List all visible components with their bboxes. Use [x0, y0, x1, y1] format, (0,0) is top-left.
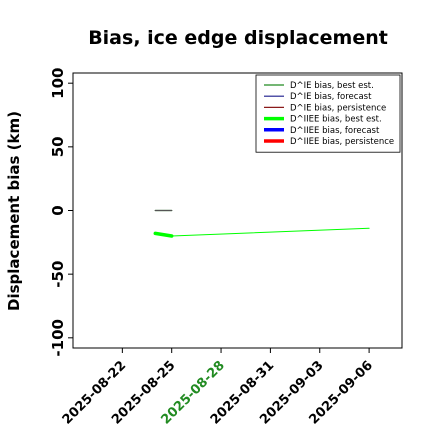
- y-tick-label: 50: [49, 136, 67, 157]
- legend-entry: D^IE bias, forecast: [290, 92, 372, 102]
- series-line: [171, 227, 370, 237]
- legend-entry: D^IIEE bias, forecast: [290, 126, 380, 136]
- legend-entry: D^IE bias, persistence: [290, 103, 386, 113]
- legend-entry: D^IE bias, best est.: [290, 81, 374, 91]
- legend-entry: D^IIEE bias, best est.: [290, 115, 382, 125]
- y-tick-label: 0: [49, 205, 67, 215]
- chart-title: Bias, ice edge displacement: [88, 27, 388, 49]
- y-axis-label: Displacement bias (km): [5, 111, 23, 311]
- legend: D^IE bias, best est.D^IE bias, forecastD…: [255, 74, 401, 153]
- series-line: [153, 231, 174, 238]
- y-tick-label: -50: [49, 261, 67, 288]
- legend-entry: D^IIEE bias, persistence: [290, 137, 394, 147]
- y-tick-label: 100: [49, 68, 67, 99]
- y-tick-label: -100: [49, 319, 67, 357]
